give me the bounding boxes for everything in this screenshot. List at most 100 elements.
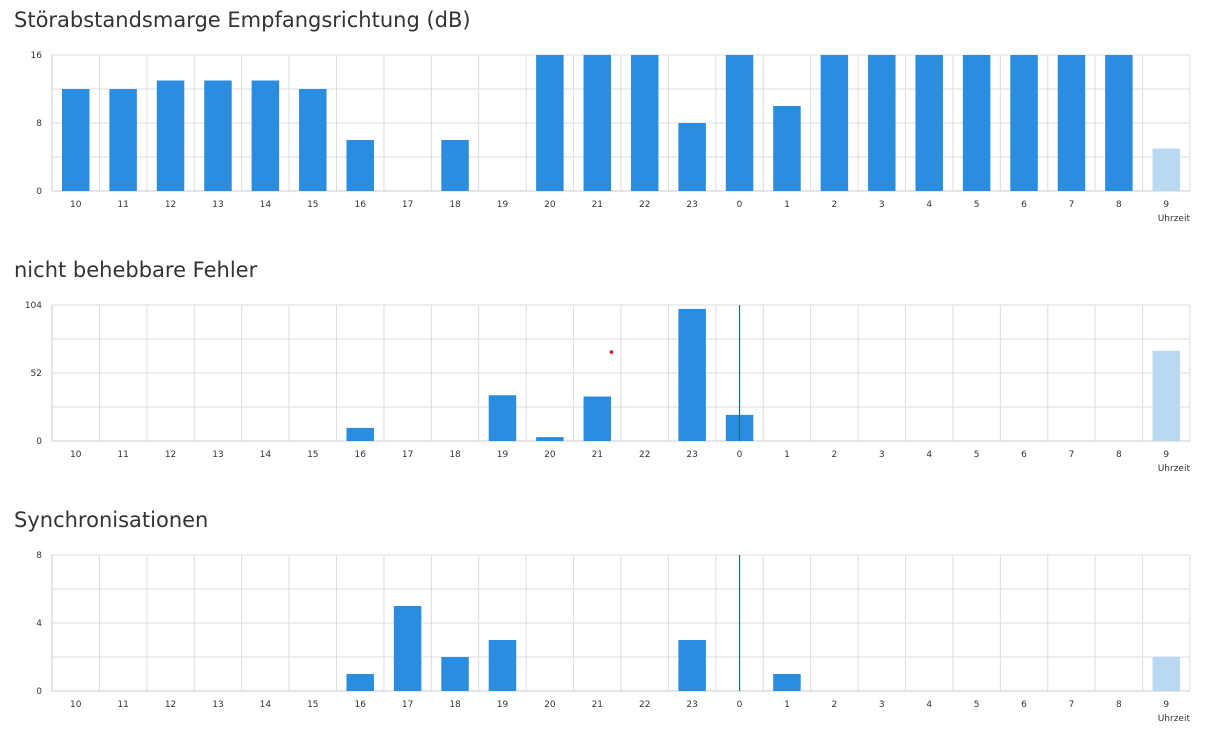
x-tick-label: 12	[165, 200, 176, 210]
bar	[299, 89, 327, 191]
bar	[1152, 350, 1181, 441]
chart-panel-errors: nicht behebbare Fehler 0 52 104 10 11 12 13 14 1…	[0, 254, 1218, 484]
x-tick-label: 23	[686, 200, 697, 210]
chart-panel-sync: Synchronisationen 0 4 8 10 11 12 13 14 15 16 17 18 1…	[0, 504, 1218, 734]
x-tick-label: 6	[1021, 700, 1027, 710]
x-tick-label: 8	[1116, 700, 1122, 710]
x-tick-label: 11	[117, 200, 128, 210]
x-tick-label: 2	[832, 200, 838, 210]
x-tick-label: 5	[974, 200, 980, 210]
x-tick-label: 1	[784, 700, 790, 710]
bar	[346, 674, 374, 691]
x-tick-label: 0	[737, 450, 743, 460]
x-tick-label: 2	[832, 450, 838, 460]
bar	[678, 308, 706, 441]
bar	[678, 123, 706, 191]
bar	[773, 674, 801, 691]
bar	[488, 395, 517, 441]
x-tick-label: 17	[402, 200, 413, 210]
y-tick-label: 16	[31, 51, 43, 61]
x-tick-label: 12	[165, 700, 176, 710]
chart-title: nicht behebbare Fehler	[14, 258, 258, 282]
x-tick-label: 14	[260, 700, 272, 710]
bar	[536, 437, 564, 441]
x-axis-label: Uhrzeit	[1158, 464, 1191, 474]
x-tick-label: 13	[212, 200, 223, 210]
bar	[251, 80, 280, 191]
x-tick-label: 23	[686, 450, 697, 460]
bar	[773, 106, 801, 191]
bar	[1152, 148, 1181, 191]
x-tick-label: 1	[784, 450, 790, 460]
x-tick-label: 16	[354, 450, 366, 460]
y-tick-label: 8	[36, 551, 42, 561]
x-tick-label: 19	[497, 450, 509, 460]
chart-title: Synchronisationen	[14, 508, 209, 532]
bar	[1152, 657, 1181, 691]
bar	[962, 55, 991, 191]
bar	[441, 657, 469, 691]
bar	[583, 396, 612, 441]
x-tick-label: 5	[974, 700, 980, 710]
x-tick-label: 5	[974, 450, 980, 460]
x-tick-label: 10	[70, 700, 82, 710]
x-axis-label: Uhrzeit	[1158, 714, 1191, 724]
x-tick-label: 9	[1163, 700, 1169, 710]
x-tick-label: 17	[402, 700, 413, 710]
x-tick-label: 8	[1116, 450, 1122, 460]
x-tick-label: 7	[1069, 700, 1075, 710]
bar	[393, 606, 422, 691]
x-tick-label: 14	[260, 200, 272, 210]
x-tick-label: 22	[639, 700, 650, 710]
x-tick-label: 19	[497, 700, 509, 710]
x-tick-label: 15	[307, 700, 318, 710]
bar	[1057, 55, 1086, 191]
data-point	[609, 350, 614, 354]
x-tick-label: 10	[70, 450, 82, 460]
x-tick-label: 16	[354, 200, 366, 210]
bar	[61, 89, 90, 191]
bar	[820, 55, 849, 191]
x-tick-label: 7	[1069, 200, 1075, 210]
bar	[725, 55, 754, 191]
x-tick-label: 1	[784, 200, 790, 210]
bar	[488, 640, 517, 691]
x-tick-label: 20	[544, 200, 556, 210]
y-tick-label: 0	[36, 687, 42, 697]
y-tick-label: 4	[36, 619, 42, 629]
bar	[109, 89, 137, 191]
x-tick-label: 11	[117, 450, 128, 460]
x-tick-label: 2	[832, 700, 838, 710]
x-tick-label: 22	[639, 450, 650, 460]
chart-panel-snr: Störabstandsmarge Empfangsrichtung (dB) …	[0, 4, 1218, 234]
x-tick-label: 20	[544, 450, 556, 460]
x-tick-label: 15	[307, 200, 318, 210]
x-tick-label: 22	[639, 200, 650, 210]
x-tick-label: 9	[1163, 450, 1169, 460]
x-tick-label: 23	[686, 700, 697, 710]
bar	[1105, 55, 1133, 191]
x-tick-label: 15	[307, 450, 318, 460]
bar	[346, 427, 374, 441]
x-tick-label: 6	[1021, 200, 1027, 210]
x-tick-label: 17	[402, 450, 413, 460]
x-tick-label: 11	[117, 700, 128, 710]
y-tick-label: 104	[25, 301, 42, 311]
bar	[156, 80, 185, 191]
bar	[630, 55, 659, 191]
y-tick-label: 8	[36, 119, 42, 129]
x-tick-label: 0	[737, 200, 743, 210]
x-tick-label: 4	[926, 200, 932, 210]
bar	[204, 80, 232, 191]
x-tick-label: 10	[70, 200, 82, 210]
y-tick-label: 0	[36, 437, 42, 447]
x-tick-label: 21	[592, 450, 603, 460]
x-tick-label: 13	[212, 450, 223, 460]
x-tick-label: 9	[1163, 200, 1169, 210]
x-tick-label: 3	[879, 200, 885, 210]
x-tick-label: 3	[879, 700, 885, 710]
x-tick-label: 18	[449, 700, 461, 710]
